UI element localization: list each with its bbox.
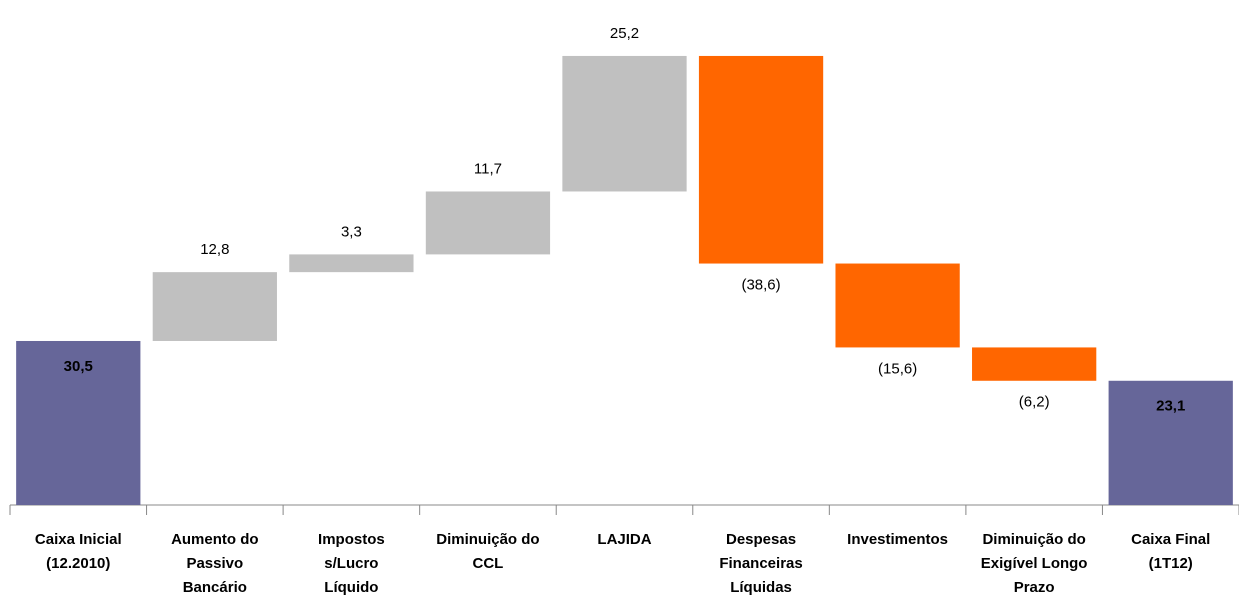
bar <box>289 254 414 273</box>
x-tick-label: Aumento do Passivo Bancário <box>171 531 259 596</box>
bar <box>835 263 960 348</box>
bar <box>1108 380 1233 505</box>
value-label: 3,3 <box>341 223 362 240</box>
x-tick-label: Investimentos <box>847 531 949 548</box>
value-label: 25,2 <box>610 25 639 42</box>
bar <box>425 191 551 255</box>
bar <box>972 347 1097 381</box>
x-tick-label: Despesas Financeiras Líquidas <box>719 531 803 596</box>
value-label: (6,2) <box>1019 394 1050 411</box>
value-label: 30,5 <box>64 358 93 375</box>
x-tick-label: Diminuição do CCL <box>436 531 540 572</box>
x-tick-label: Caixa Inicial (12.2010) <box>34 531 122 572</box>
x-tick-label: LAJIDA <box>597 531 652 548</box>
x-tick-label: Caixa Final (1T12) <box>1131 531 1211 572</box>
value-label: (38,6) <box>741 277 780 294</box>
value-label: 11,7 <box>474 160 502 177</box>
value-label: 12,8 <box>200 241 229 258</box>
bar <box>698 55 824 264</box>
bar <box>562 55 687 192</box>
bar <box>152 272 277 341</box>
value-label: 23,1 <box>1156 398 1185 415</box>
bar <box>16 340 141 505</box>
value-label: (15,6) <box>878 360 917 377</box>
x-tick-label: Impostos s/Lucro Líquido <box>318 531 385 596</box>
x-tick-label: Diminuição do Exigível Longo Prazo <box>980 531 1088 596</box>
